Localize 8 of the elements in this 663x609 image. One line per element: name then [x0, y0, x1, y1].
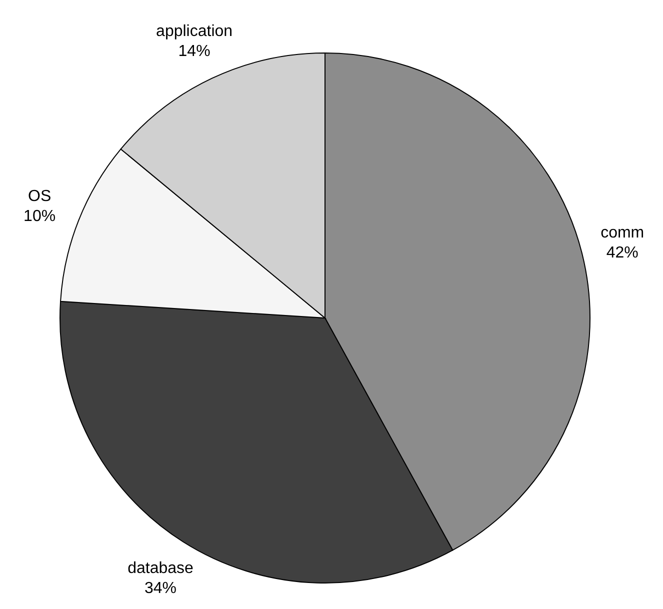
slice-label: OS [28, 188, 52, 205]
data-label: 10% [24, 208, 56, 225]
slice-label: application [156, 23, 233, 40]
slice-label: comm [600, 224, 644, 242]
data-label: 34% [144, 580, 177, 598]
data-label: 42% [606, 244, 638, 262]
data-label: 14% [178, 43, 210, 60]
slice-label: database [128, 560, 194, 578]
